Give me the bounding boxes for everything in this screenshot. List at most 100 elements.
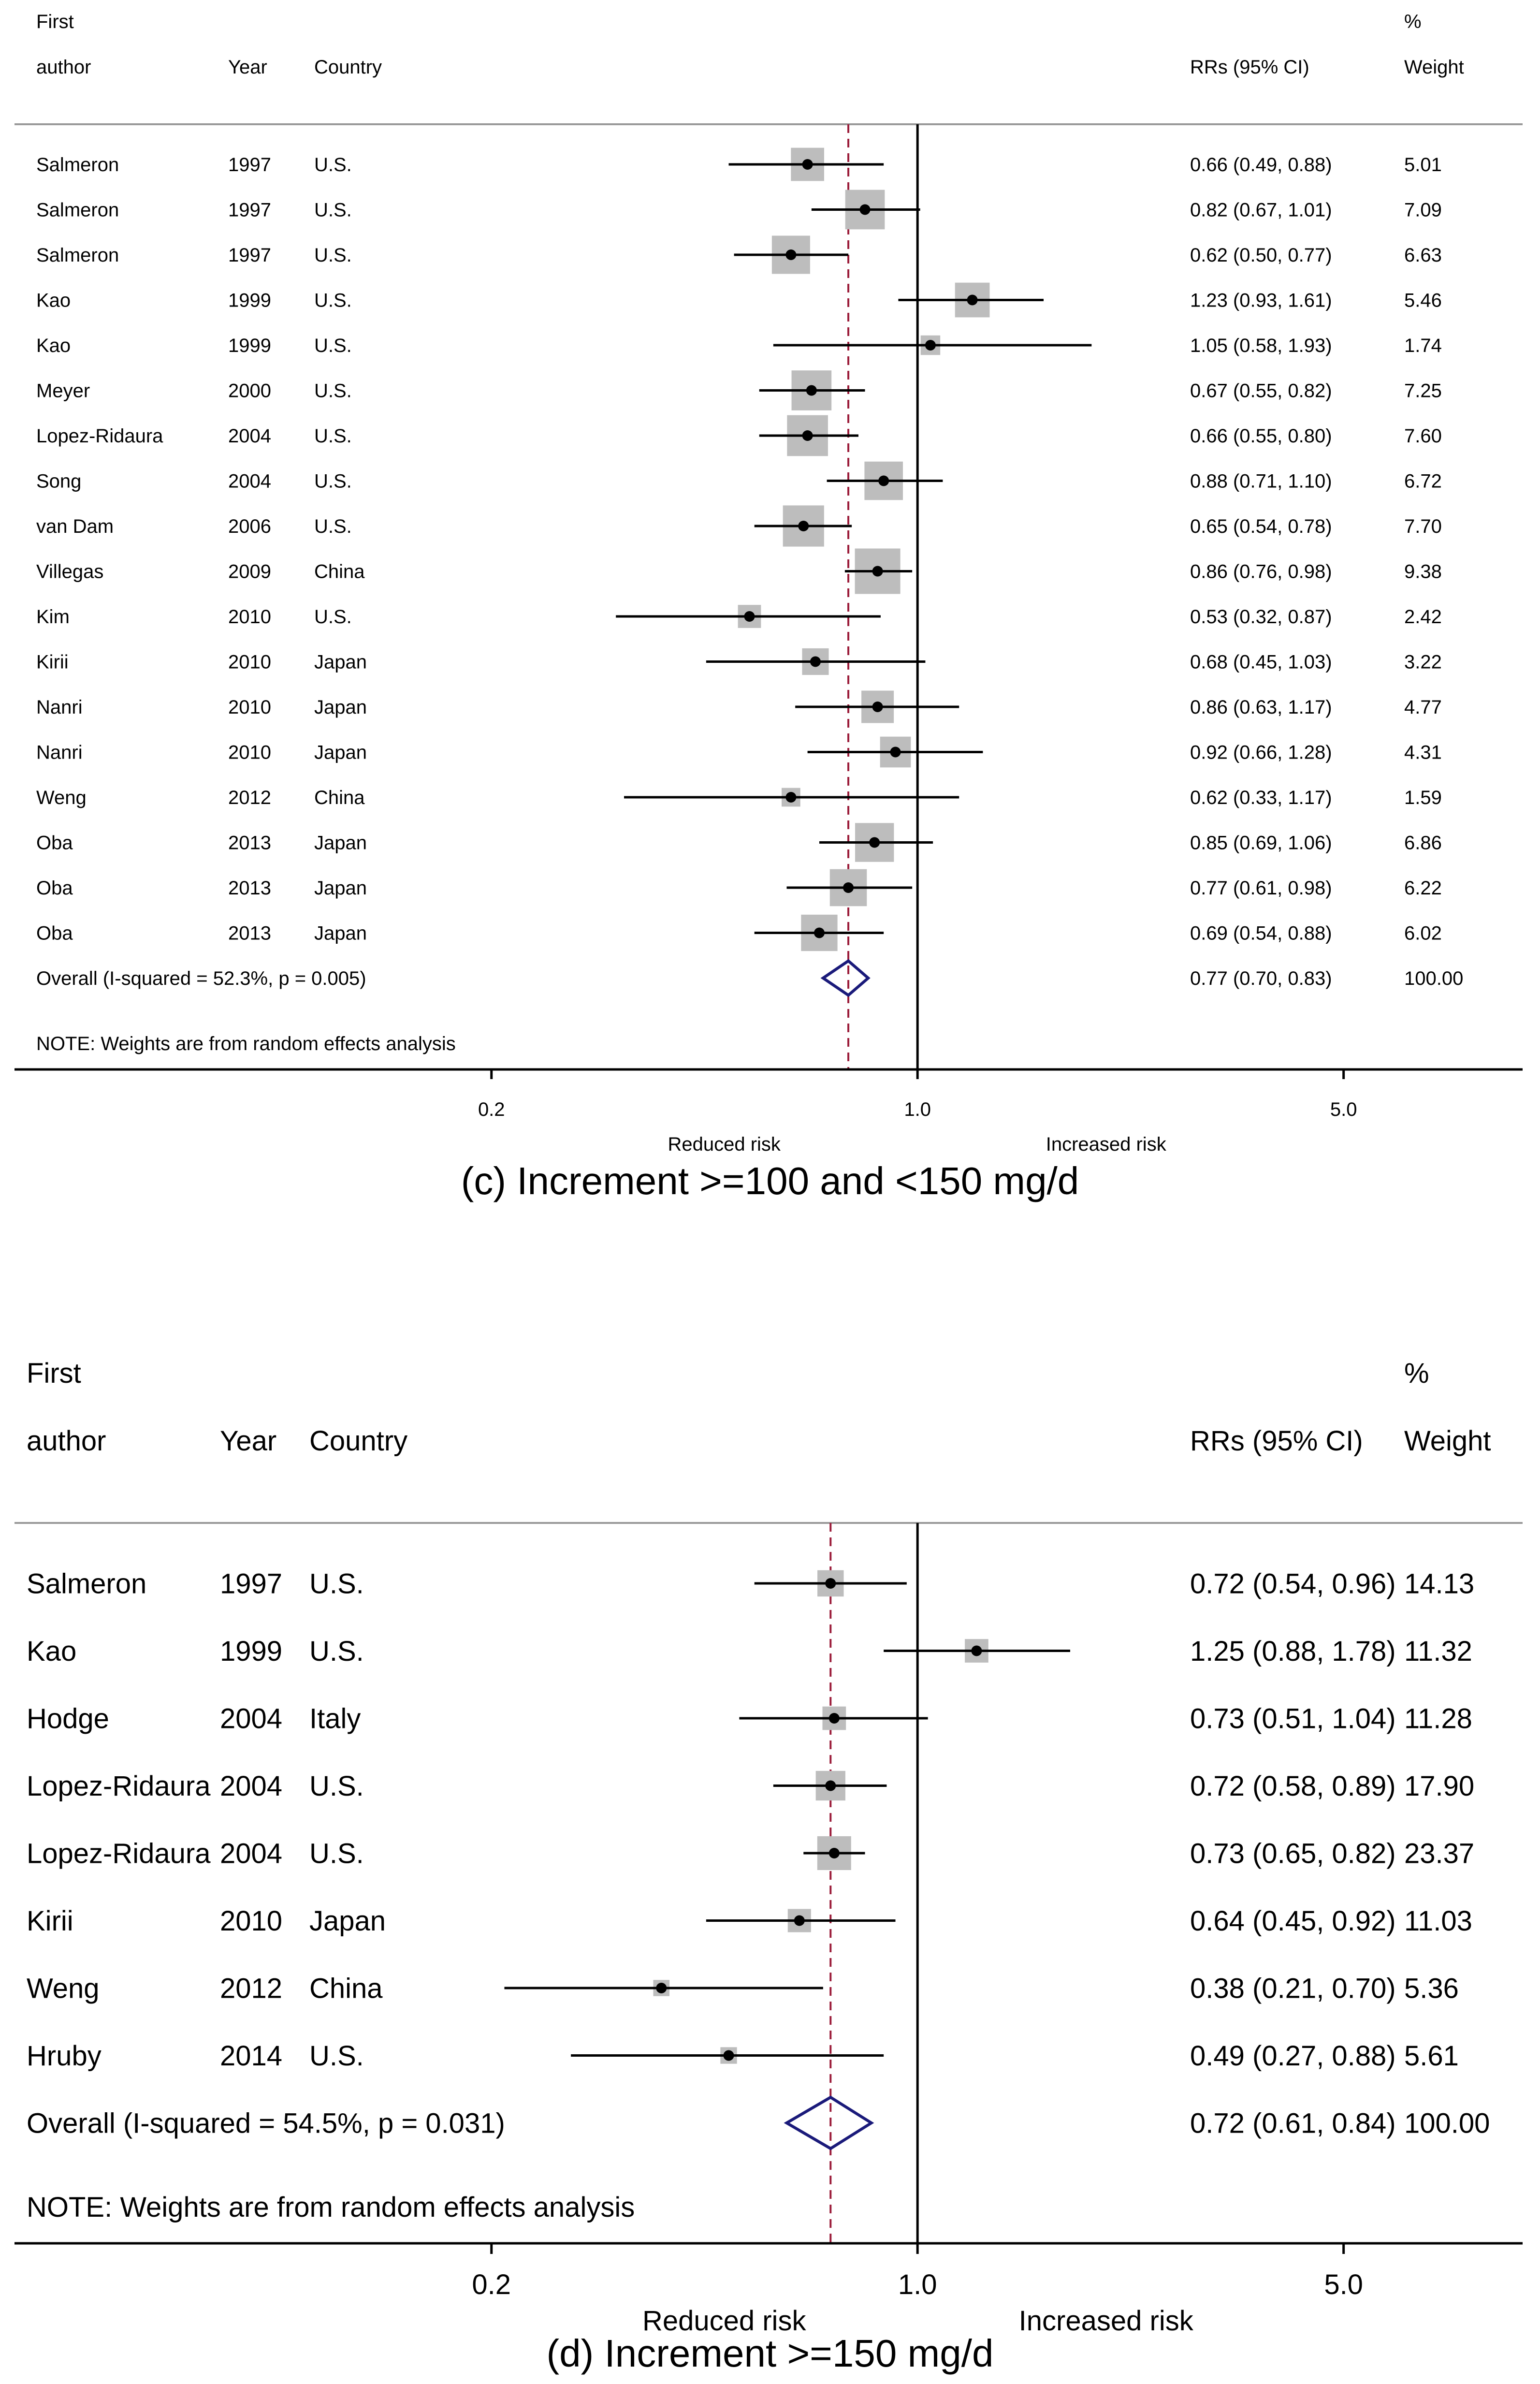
study-rr-ci: 0.92 (0.66, 1.28): [1190, 742, 1332, 763]
weights-note: NOTE: Weights are from random effects an…: [27, 2192, 635, 2223]
study-weight: 5.46: [1404, 290, 1442, 311]
study-country: Japan: [314, 878, 367, 899]
study-year: 2012: [228, 787, 271, 808]
study-weight: 6.22: [1404, 878, 1442, 899]
study-country: U.S.: [314, 380, 352, 402]
study-weight: 7.25: [1404, 380, 1442, 402]
study-country: U.S.: [314, 290, 352, 311]
study-year: 1999: [228, 335, 271, 356]
study-author: Salmeron: [36, 245, 119, 266]
study-rr-ci: 0.66 (0.55, 0.80): [1190, 425, 1332, 447]
study-year: 2010: [228, 652, 271, 673]
study-year: 2013: [228, 923, 271, 944]
study-point: [859, 204, 871, 215]
study-point: [785, 792, 797, 803]
study-author: Weng: [36, 787, 87, 808]
increased-risk-label: Increased risk: [1019, 2305, 1194, 2337]
study-country: U.S.: [309, 1838, 364, 1869]
study-weight: 5.01: [1404, 154, 1442, 176]
study-year: 2010: [228, 742, 271, 763]
overall-weight: 100.00: [1404, 968, 1463, 989]
study-country: U.S.: [314, 471, 352, 492]
study-point: [872, 702, 883, 712]
study-author: Nanri: [36, 742, 83, 763]
study-author: Song: [36, 471, 81, 492]
study-point: [798, 521, 809, 531]
study-country: U.S.: [314, 335, 352, 356]
header-author: author: [36, 57, 91, 78]
study-weight: 11.28: [1404, 1703, 1472, 1734]
overall-weight: 100.00: [1404, 2107, 1490, 2139]
study-rr-ci: 0.86 (0.63, 1.17): [1190, 697, 1332, 718]
study-point: [967, 294, 978, 306]
study-country: U.S.: [314, 200, 352, 221]
panel-title: (c) Increment >=100 and <150 mg/d: [461, 1159, 1079, 1202]
study-country: U.S.: [309, 1770, 364, 1802]
forest-panel-c: First % author Year Country RRs (95% CI) Weigh…: [15, 11, 1523, 1202]
study-year: 2004: [228, 471, 271, 492]
study-weight: 17.90: [1404, 1770, 1474, 1802]
study-year: 2004: [220, 1770, 282, 1802]
study-author: Hodge: [27, 1703, 109, 1734]
study-year: 2014: [220, 2040, 282, 2072]
study-point: [843, 882, 854, 893]
study-point: [825, 1578, 836, 1589]
study-point: [814, 927, 825, 938]
study-year: 2009: [228, 561, 271, 583]
study-rr-ci: 0.77 (0.61, 0.98): [1190, 878, 1332, 899]
study-rr-ci: 0.72 (0.54, 0.96): [1190, 1568, 1396, 1599]
reduced-risk-label: Reduced risk: [642, 2305, 806, 2337]
study-rr-ci: 0.73 (0.51, 1.04): [1190, 1703, 1396, 1734]
study-author: Kao: [36, 335, 71, 356]
study-rr-ci: 0.82 (0.67, 1.01): [1190, 200, 1332, 221]
study-country: U.S.: [309, 1636, 364, 1667]
study-author: van Dam: [36, 516, 114, 537]
study-weight: 4.31: [1404, 742, 1442, 763]
overall-diamond: [820, 959, 871, 997]
study-rr-ci: 0.62 (0.33, 1.17): [1190, 787, 1332, 808]
study-country: China: [314, 561, 365, 583]
header-country: Country: [309, 1425, 407, 1457]
study-year: 1997: [228, 245, 271, 266]
x-tick-label: 1.0: [898, 2269, 937, 2300]
study-rr-ci: 0.73 (0.65, 0.82): [1190, 1838, 1396, 1869]
study-weight: 7.60: [1404, 425, 1442, 447]
study-author: Hruby: [27, 2040, 102, 2072]
header-first: First: [27, 1358, 81, 1389]
study-weight: 1.59: [1404, 787, 1442, 808]
study-weight: 4.77: [1404, 697, 1442, 718]
study-country: Japan: [314, 652, 367, 673]
study-year: 2000: [228, 380, 271, 402]
header-author: author: [27, 1425, 106, 1457]
study-country: Italy: [309, 1703, 361, 1734]
study-author: Oba: [36, 878, 73, 899]
study-point: [723, 2050, 734, 2061]
study-country: Japan: [314, 697, 367, 718]
header-country: Country: [314, 57, 382, 78]
study-rr-ci: 0.72 (0.58, 0.89): [1190, 1770, 1396, 1802]
study-country: U.S.: [314, 425, 352, 447]
study-point: [971, 1645, 982, 1656]
study-rr-ci: 0.38 (0.21, 0.70): [1190, 1973, 1396, 2004]
study-rr-ci: 0.49 (0.27, 0.88): [1190, 2040, 1396, 2072]
study-author: Meyer: [36, 380, 90, 402]
study-weight: 6.02: [1404, 923, 1442, 944]
forest-panel-d: First % author Year Country RRs (95% CI) Weigh…: [15, 1358, 1523, 2375]
study-rr-ci: 0.88 (0.71, 1.10): [1190, 471, 1332, 492]
study-weight: 6.72: [1404, 471, 1442, 492]
study-author: Salmeron: [36, 154, 119, 176]
study-weight: 1.74: [1404, 335, 1442, 356]
study-author: Oba: [36, 923, 73, 944]
study-country: Japan: [314, 923, 367, 944]
study-country: Japan: [309, 1905, 386, 1937]
study-point: [810, 656, 821, 667]
study-author: Lopez-Ridaura: [27, 1838, 211, 1869]
study-author: Kao: [27, 1636, 76, 1667]
study-point: [656, 1983, 667, 1993]
study-weight: 6.86: [1404, 833, 1442, 854]
study-rr-ci: 0.85 (0.69, 1.06): [1190, 833, 1332, 854]
study-point: [828, 1713, 840, 1724]
study-year: 2006: [228, 516, 271, 537]
